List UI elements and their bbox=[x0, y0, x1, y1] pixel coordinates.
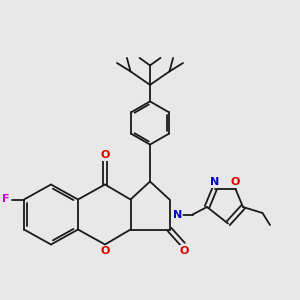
Text: O: O bbox=[100, 150, 110, 161]
Text: O: O bbox=[180, 245, 189, 256]
Text: N: N bbox=[173, 209, 182, 220]
Text: N: N bbox=[210, 177, 219, 188]
Text: F: F bbox=[2, 194, 10, 205]
Text: O: O bbox=[231, 177, 240, 188]
Text: O: O bbox=[100, 246, 110, 256]
